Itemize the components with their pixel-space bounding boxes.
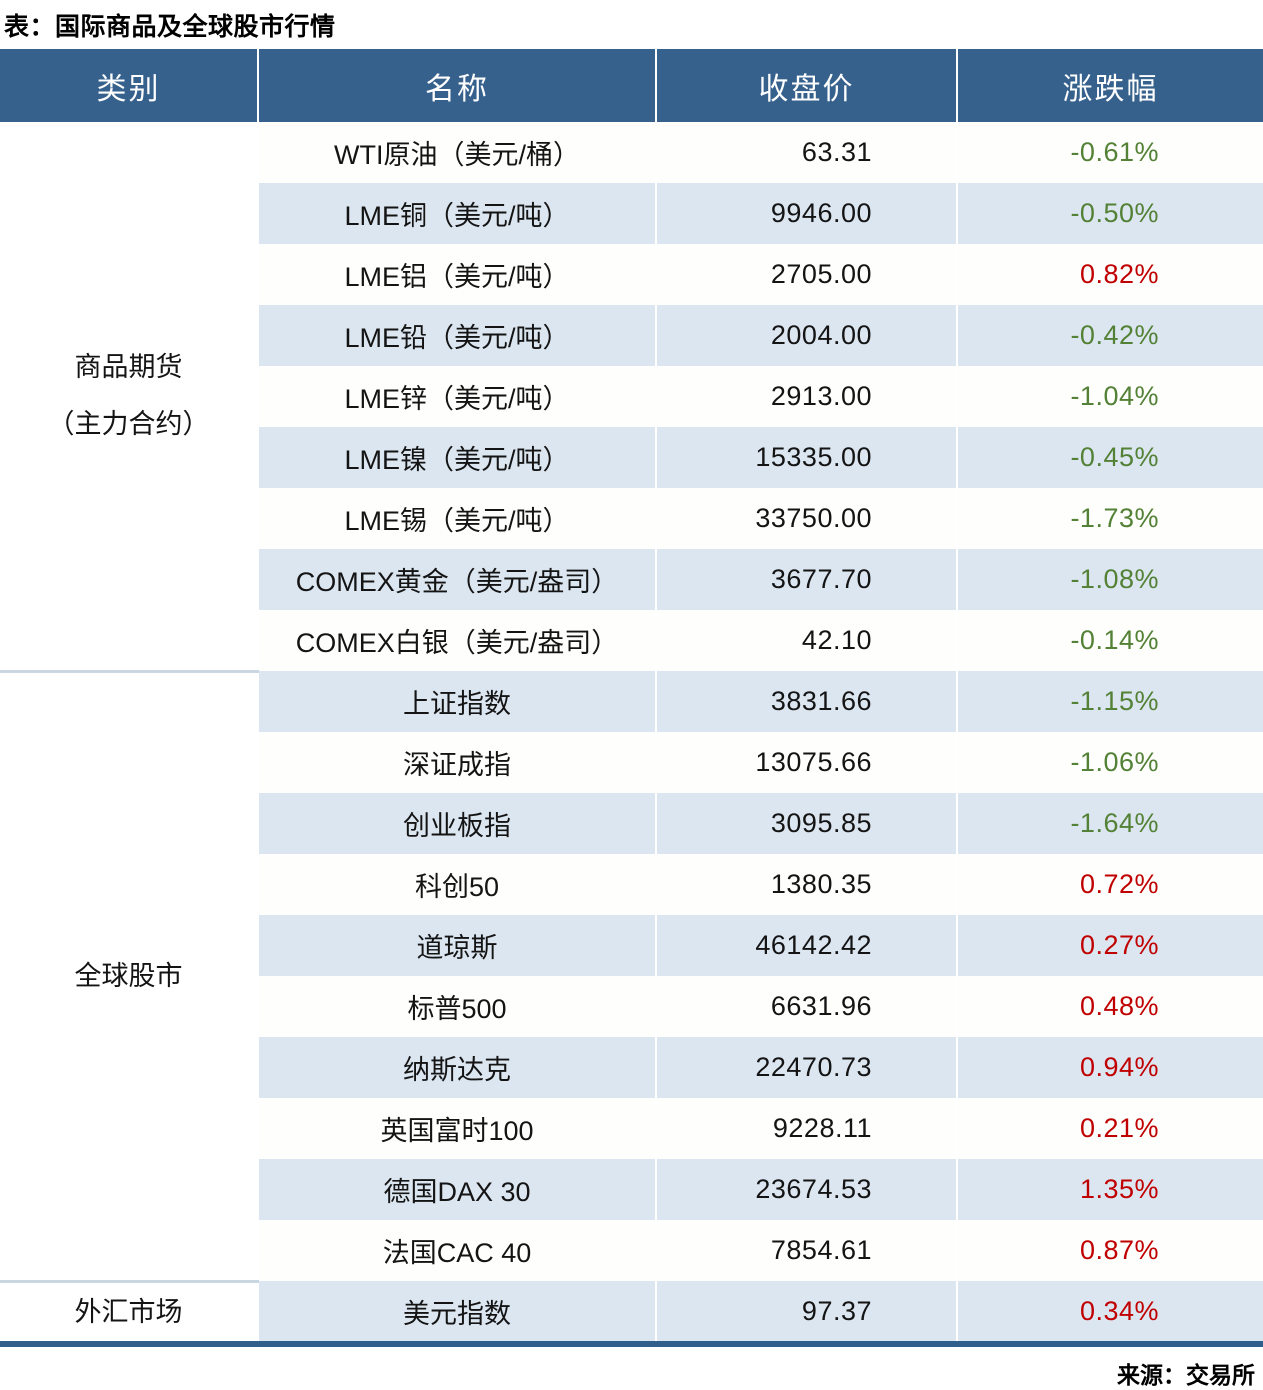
instrument-name: 法国CAC 40 [257,1220,656,1281]
table-row: 外汇市场 美元指数 97.37 0.34% [0,1279,1263,1348]
close-price: 1380.35 [655,854,957,915]
category-label-line2: （主力合约） [47,408,210,439]
col-header-category: 类别 [0,49,258,122]
change-percent: 0.94% [956,1037,1263,1098]
col-header-close: 收盘价 [655,49,957,122]
instrument-name: LME铝（美元/吨） [257,244,656,305]
instrument-name: LME铅（美元/吨） [257,305,656,366]
instrument-name: LME锡（美元/吨） [257,488,656,549]
close-price: 2913.00 [655,366,957,427]
table-row: 全球股市 上证指数 3831.66 -1.15% [0,669,1263,1281]
close-price: 6631.96 [655,976,957,1037]
category-cell-commodities: 商品期货 （主力合约） [0,122,258,671]
close-price: 13075.66 [655,732,957,793]
change-percent: -0.61% [956,122,1263,183]
instrument-name: LME锌（美元/吨） [257,366,656,427]
close-price: 9946.00 [655,183,957,244]
close-price: 97.37 [655,1281,957,1348]
category-cell-forex: 外汇市场 [0,1279,258,1348]
instrument-name: 英国富时100 [257,1098,656,1159]
change-percent: -0.50% [956,183,1263,244]
close-price: 46142.42 [655,915,957,976]
change-percent: -1.06% [956,732,1263,793]
close-price: 2705.00 [655,244,957,305]
category-label: 外汇市场 [74,1296,183,1327]
market-quotes-table: 类别 名称 收盘价 涨跌幅 商品期货 （主力合约） WTI原油（美元/桶） 63… [0,49,1263,1348]
close-price: 63.31 [655,122,957,183]
instrument-name: 美元指数 [257,1281,656,1348]
close-price: 3095.85 [655,793,957,854]
change-percent: -1.08% [956,549,1263,610]
instrument-name: 德国DAX 30 [257,1159,656,1220]
instrument-name: WTI原油（美元/桶） [257,122,656,183]
table-row: LME铜（美元/吨） 9946.00 -0.50% [0,183,1263,244]
close-price: 7854.61 [655,1220,957,1281]
change-percent: 0.48% [956,976,1263,1037]
instrument-name: 科创50 [257,854,656,915]
close-price: 15335.00 [655,427,957,488]
change-percent: -0.42% [956,305,1263,366]
change-percent: 0.34% [956,1281,1263,1348]
close-price: 33750.00 [655,488,957,549]
col-header-change: 涨跌幅 [956,49,1263,122]
close-price: 42.10 [655,610,957,671]
close-price: 2004.00 [655,305,957,366]
change-percent: 0.21% [956,1098,1263,1159]
instrument-name: 道琼斯 [257,915,656,976]
close-price: 22470.73 [655,1037,957,1098]
instrument-name: 上证指数 [257,671,656,732]
col-header-name: 名称 [257,49,656,122]
change-percent: -1.15% [956,671,1263,732]
category-cell-global-stocks: 全球股市 [0,669,258,1281]
instrument-name: COMEX黄金（美元/盎司） [257,549,656,610]
change-percent: 0.27% [956,915,1263,976]
change-percent: -1.04% [956,366,1263,427]
change-percent: -1.73% [956,488,1263,549]
change-percent: -0.45% [956,427,1263,488]
change-percent: 0.87% [956,1220,1263,1281]
change-percent: -1.64% [956,793,1263,854]
source-note: 来源：交易所 [1117,1362,1255,1389]
close-price: 9228.11 [655,1098,957,1159]
instrument-name: 深证成指 [257,732,656,793]
close-price: 23674.53 [655,1159,957,1220]
close-price: 3831.66 [655,671,957,732]
table-row: 商品期货 （主力合约） WTI原油（美元/桶） 63.31 -0.61% [0,122,1263,671]
header-row: 类别 名称 收盘价 涨跌幅 [0,49,1263,122]
change-percent: 0.82% [956,244,1263,305]
change-percent: 1.35% [956,1159,1263,1220]
change-percent: -0.14% [956,610,1263,671]
instrument-name: 纳斯达克 [257,1037,656,1098]
instrument-name: 创业板指 [257,793,656,854]
close-price: 3677.70 [655,549,957,610]
category-label: 全球股市 [74,960,183,991]
instrument-name: LME镍（美元/吨） [257,427,656,488]
category-label-line1: 商品期货 [74,352,183,383]
instrument-name: 标普500 [257,976,656,1037]
page-title: 表：国际商品及全球股市行情 [4,13,336,41]
change-percent: 0.72% [956,854,1263,915]
instrument-name: COMEX白银（美元/盎司） [257,610,656,671]
instrument-name: LME铜（美元/吨） [257,183,656,244]
